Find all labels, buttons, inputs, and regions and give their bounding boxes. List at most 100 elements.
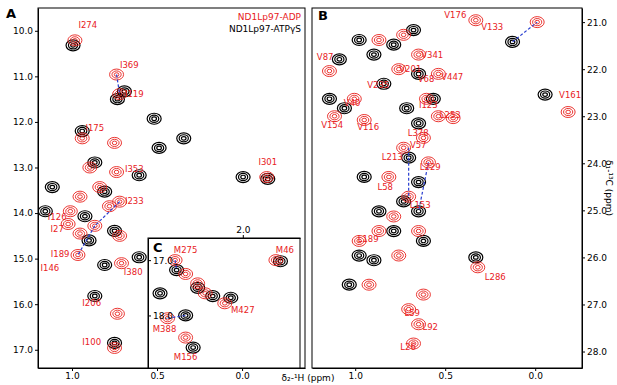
peak [538,89,552,100]
panel: 2.017.018.0M275M46M388M427M156C [148,225,301,369]
residue-label: I175 [85,123,104,133]
peak [73,228,87,239]
peak [45,182,59,193]
peak [191,278,205,289]
peak [322,66,336,77]
residue-label: L153 [410,200,431,210]
residue-label: M156 [174,352,198,362]
tick: 1.0 [65,368,80,381]
peak [352,250,366,261]
peak [147,113,161,124]
tick-label: 15.0 [13,254,33,264]
peak [152,142,166,153]
plot-frame [148,238,300,368]
peak [372,35,386,46]
peak [332,54,346,65]
peak [198,288,212,299]
peak [357,171,371,182]
axis-line [313,368,583,369]
tick-mark [148,315,151,316]
tick: 0.0 [235,368,250,381]
tick-label: 2.0 [236,225,251,235]
tick-mark [582,22,585,23]
tick: 18.0 [148,311,173,321]
tick-mark [35,167,38,168]
residue-label: I189 [51,249,70,259]
residue-label: L253 [440,110,461,120]
y-axis: 10.011.012.013.014.015.016.017.0 [13,9,39,369]
tick: 0.5 [150,368,164,381]
axis-line [148,239,149,369]
peak [108,137,122,148]
tick-label: 0.5 [439,371,453,381]
peak [98,260,112,271]
tick: 13.0 [13,163,38,173]
shift-link [408,148,409,197]
tick-mark [582,163,585,164]
peak [177,133,191,144]
peak [416,235,430,246]
shift-link [175,260,177,270]
residue-label: V87 [317,52,334,62]
tick-mark [35,122,38,123]
residue-label: V154 [321,120,343,130]
residue-label: L59 [404,308,420,318]
peak [372,206,386,217]
tick-label: 28.0 [587,347,607,357]
residue-label: V116 [357,122,379,132]
tick-label: 27.0 [587,300,607,310]
tick-label: 0.0 [235,371,250,381]
tick: 12.0 [13,117,38,127]
peak [397,196,411,207]
peak [561,107,575,118]
panel-label: B [318,8,328,23]
residue-label: I206 [82,298,101,308]
tick-label: 26.0 [587,253,607,263]
tick: 0.5 [439,368,453,381]
legend-entry: ND1Lp97-ATPγS [229,24,301,34]
tick: 28.0 [582,347,607,357]
tick: 16.0 [13,300,38,310]
residue-label: I100 [82,337,101,347]
peak [73,191,87,202]
peak [342,279,356,290]
peak [113,230,127,241]
residue-label: L58 [377,182,393,192]
peak-series [322,15,575,349]
residue-label: L378 [408,128,429,138]
x-axis: 1.00.50.0 [313,368,583,381]
peak [392,250,406,261]
residue-label: V201 [399,64,421,74]
tick-mark [582,304,585,305]
peak [93,182,107,193]
residue-label: L229 [420,162,441,172]
tick-label: 12.0 [13,117,33,127]
residue-label: I146 [41,263,60,273]
peak [236,172,250,183]
peak [179,268,193,279]
peak [75,133,89,144]
tick-mark [35,350,38,351]
residue-label: V341 [421,50,443,60]
panel: 1.00.50.021.022.023.024.025.026.027.028.… [312,8,614,381]
residue-label: L26 [400,342,416,352]
peak [469,252,483,263]
tick-label: 18.0 [153,311,173,321]
tick-label: 10.0 [13,26,33,36]
x-axis: 2.0 [149,225,301,239]
legend-entry: ND1Lp97-ADP [238,12,302,22]
x-axis-title: δ₂-¹H (ppm) [282,373,335,383]
peak [110,167,124,178]
peak [179,310,193,321]
peak [108,342,122,353]
tick-mark [35,304,38,305]
shift-link [513,22,538,42]
tick-label: 0.5 [150,371,164,381]
peak [110,69,124,80]
peak [269,255,283,266]
peak [322,93,336,104]
tick-mark [243,235,244,238]
peak-series [153,256,287,353]
residue-label: I27 [51,224,64,234]
residue-label: I369 [120,60,139,70]
